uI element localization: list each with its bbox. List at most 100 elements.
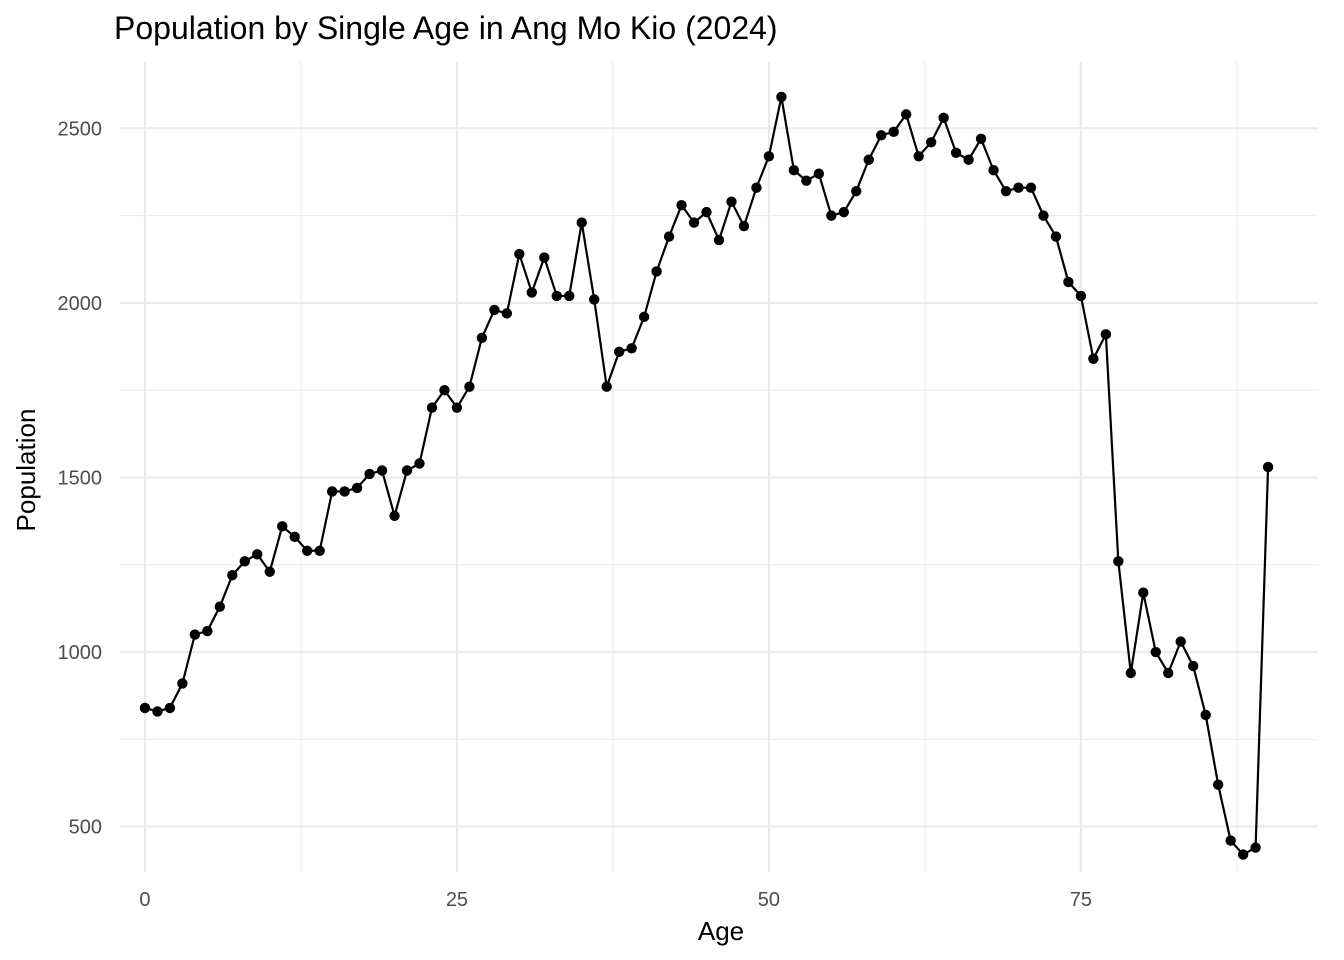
data-point <box>1212 779 1224 790</box>
data-point <box>788 165 800 176</box>
data-point <box>564 290 575 302</box>
data-point <box>439 384 450 396</box>
data-point <box>227 570 238 581</box>
y-tick-label: 500 <box>69 817 102 839</box>
data-point <box>925 137 937 148</box>
data-point <box>938 112 949 124</box>
grid-major-y <box>120 127 1318 828</box>
data-point <box>1188 660 1199 672</box>
data-point <box>202 625 213 637</box>
data-point <box>876 130 887 141</box>
grid-minor-x <box>300 62 1238 872</box>
x-axis-title: Age <box>698 916 744 946</box>
data-point <box>214 601 226 612</box>
data-point <box>638 311 650 323</box>
data-point <box>239 556 250 567</box>
data-point <box>1025 182 1037 193</box>
y-tick-label: 2500 <box>58 118 103 140</box>
data-point <box>613 346 625 357</box>
data-point <box>751 182 762 193</box>
data-point <box>1013 182 1024 193</box>
data-point <box>514 248 525 260</box>
data-point <box>489 304 500 316</box>
data-point <box>1250 842 1261 853</box>
data-point <box>376 465 388 476</box>
data-point <box>139 702 151 714</box>
grid-major-x <box>143 62 1082 872</box>
data-point <box>676 199 687 211</box>
data-point <box>863 154 874 165</box>
data-point <box>314 545 325 556</box>
data-point <box>701 206 712 218</box>
data-point <box>813 168 825 179</box>
data-point <box>277 521 288 532</box>
data-point <box>838 206 849 218</box>
data-point <box>1100 329 1112 340</box>
data-point <box>426 402 438 413</box>
data-point <box>551 290 562 302</box>
data-point <box>1163 667 1174 679</box>
data-point <box>401 465 413 476</box>
data-point <box>713 234 725 246</box>
data-point <box>1125 667 1137 679</box>
data-point <box>152 706 163 717</box>
data-point <box>601 381 612 392</box>
y-axis-title: Population <box>11 409 41 532</box>
data-point <box>476 332 488 344</box>
data-point <box>988 165 999 176</box>
series-points <box>139 91 1274 860</box>
data-point <box>501 308 513 319</box>
data-point <box>389 510 400 522</box>
data-point <box>663 231 675 242</box>
data-point <box>1237 849 1249 860</box>
chart-title: Population by Single Age in Ang Mo Kio (… <box>114 10 778 46</box>
data-point <box>851 185 862 197</box>
data-point <box>289 531 300 543</box>
data-point <box>913 151 924 162</box>
data-point <box>1150 646 1161 658</box>
x-tick-labels: 0 25 50 75 <box>139 889 1092 911</box>
data-point <box>189 629 201 640</box>
data-point <box>264 566 275 577</box>
data-point <box>888 126 899 138</box>
data-point <box>1075 290 1087 302</box>
data-point <box>763 151 775 162</box>
y-tick-label: 1000 <box>58 642 103 664</box>
x-tick-label: 25 <box>446 889 468 911</box>
data-point <box>801 175 812 186</box>
data-point <box>351 482 363 494</box>
data-point <box>1050 231 1062 242</box>
data-point <box>1038 210 1049 221</box>
data-point <box>1225 835 1236 846</box>
x-tick-label: 0 <box>139 889 150 911</box>
data-point <box>1113 556 1124 567</box>
x-tick-label: 75 <box>1070 889 1092 911</box>
data-point <box>900 109 912 120</box>
data-point <box>1138 587 1149 598</box>
data-point <box>1088 353 1099 364</box>
data-point <box>326 486 338 497</box>
data-point <box>975 133 987 145</box>
x-tick-label: 50 <box>758 889 780 911</box>
data-point <box>688 217 700 228</box>
data-point <box>626 343 637 354</box>
data-point <box>950 147 962 158</box>
data-point <box>177 678 188 689</box>
data-point <box>164 702 176 714</box>
data-point <box>826 210 837 221</box>
data-point <box>526 287 538 298</box>
data-point <box>651 266 662 277</box>
data-point <box>738 220 750 232</box>
y-tick-labels: 500 1000 1500 2000 2500 <box>58 118 103 838</box>
data-point <box>589 294 600 305</box>
data-point <box>576 217 587 228</box>
data-point <box>1262 461 1274 473</box>
data-point <box>464 381 475 392</box>
data-point <box>339 486 350 497</box>
y-tick-label: 1500 <box>58 467 103 489</box>
data-point <box>726 196 737 207</box>
data-point <box>1175 636 1186 647</box>
data-point <box>963 154 974 165</box>
data-point <box>414 458 425 469</box>
